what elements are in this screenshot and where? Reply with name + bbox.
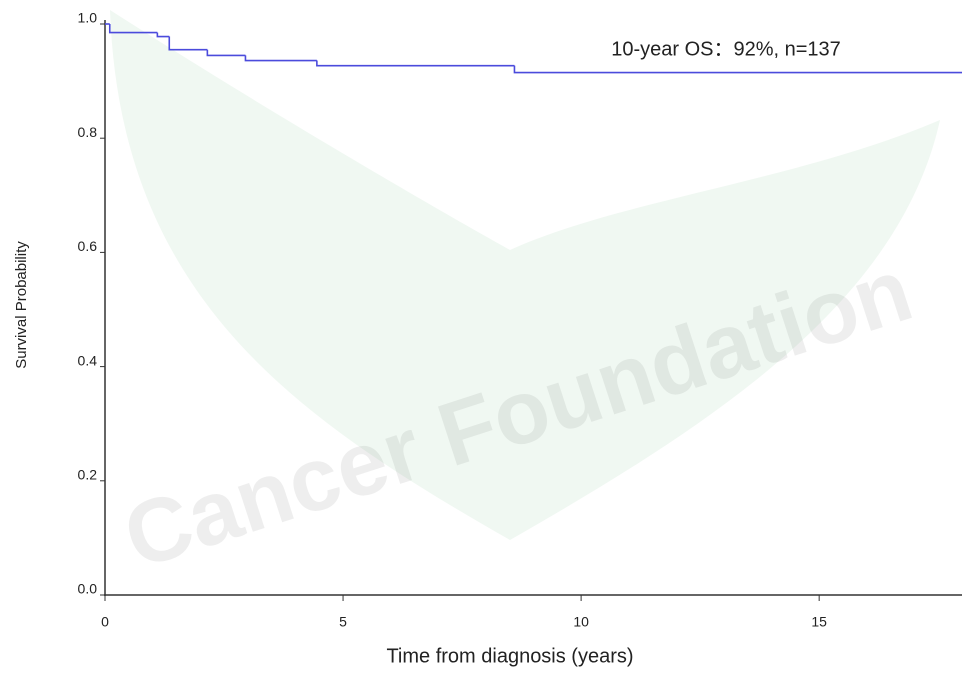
y-tick-label: 0.0 xyxy=(78,581,98,597)
x-tick-label: 5 xyxy=(339,614,347,630)
survival-step xyxy=(244,55,317,62)
annotation: 10-year OS：92%, n=137 xyxy=(611,38,841,60)
y-tick-label: 0.4 xyxy=(78,352,98,368)
survival-step xyxy=(513,65,962,74)
y-axis-label: Survival Probability xyxy=(13,241,30,369)
survival-step xyxy=(168,36,208,51)
watermark-leaf xyxy=(110,10,940,540)
survival-step xyxy=(206,49,246,57)
survival-step xyxy=(316,60,515,67)
x-tick-label: 10 xyxy=(573,614,589,630)
x-tick-label: 0 xyxy=(101,614,109,630)
x-tick-label: 15 xyxy=(811,614,827,630)
watermark-art xyxy=(110,10,940,540)
y-tick-label: 0.8 xyxy=(78,124,98,140)
y-tick-label: 0.6 xyxy=(78,238,98,254)
y-tick-label: 0.2 xyxy=(78,467,98,483)
survival-step xyxy=(108,24,158,34)
y-tick-label: 1.0 xyxy=(78,10,98,26)
survival-step xyxy=(156,32,170,38)
x-axis-label: Time from diagnosis (years) xyxy=(386,645,633,667)
